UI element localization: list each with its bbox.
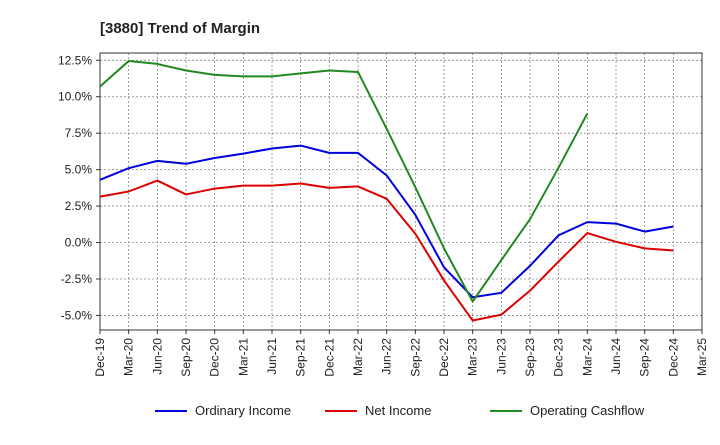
x-tick-label: Mar-24 [580,338,594,376]
y-tick-label: 10.0% [58,90,92,104]
grid-layer [99,53,703,330]
x-tick-label: Sep-22 [408,338,422,377]
x-tick-label: Dec-22 [437,338,451,377]
y-tick-label: -5.0% [61,308,93,322]
y-tick-label: 12.5% [58,53,92,67]
x-tick-label: Sep-20 [179,338,193,377]
x-tick-label: Jun-21 [265,338,279,375]
x-tick-label: Dec-19 [93,338,107,377]
x-tick-label: Dec-21 [322,338,336,377]
series-line-operating-cashflow [99,60,589,303]
legend: Ordinary Income Net Income Operating Cashf… [155,403,645,418]
y-tick-label: -2.5% [61,272,93,286]
x-tick-label: Mar-23 [466,338,480,376]
x-tick-label: Mar-25 [695,338,709,376]
x-tick-label: Sep-24 [638,338,652,377]
y-tick-label: 0.0% [65,236,93,250]
legend-label-ordinary-income: Ordinary Income [195,403,291,418]
x-tick-label: Jun-23 [494,338,508,375]
series-layer [99,60,674,322]
plot-frame [99,52,703,331]
legend-label-net-income: Net Income [365,403,431,418]
x-tick-label: Dec-23 [552,338,566,377]
x-tick-label: Dec-20 [208,338,222,377]
x-tick-label: Mar-22 [351,338,365,376]
x-tick-label: Jun-22 [380,338,394,375]
x-tick-label: Jun-20 [150,338,164,375]
x-tick-label: Sep-23 [523,338,537,377]
chart-title: [3880] Trend of Margin [100,20,260,37]
x-tick-label: Mar-21 [236,338,250,376]
y-tick-label: 2.5% [65,199,93,213]
x-tick-label: Sep-21 [294,338,308,377]
series-line-ordinary-income [99,144,674,299]
x-tick-label: Jun-24 [609,338,623,375]
axis-layer: 12.5% 10.0% 7.5% 5.0% 2.5% 0.0% -2.5% -5.0% Dec-… [58,52,709,377]
y-tick-label: 5.0% [65,163,93,177]
legend-label-operating-cashflow: Operating Cashflow [530,403,645,418]
x-tick-label: Dec-24 [666,338,680,377]
y-tick-label: 7.5% [65,126,93,140]
series-line-net-income [99,179,674,322]
x-tick-label: Mar-20 [122,338,136,376]
